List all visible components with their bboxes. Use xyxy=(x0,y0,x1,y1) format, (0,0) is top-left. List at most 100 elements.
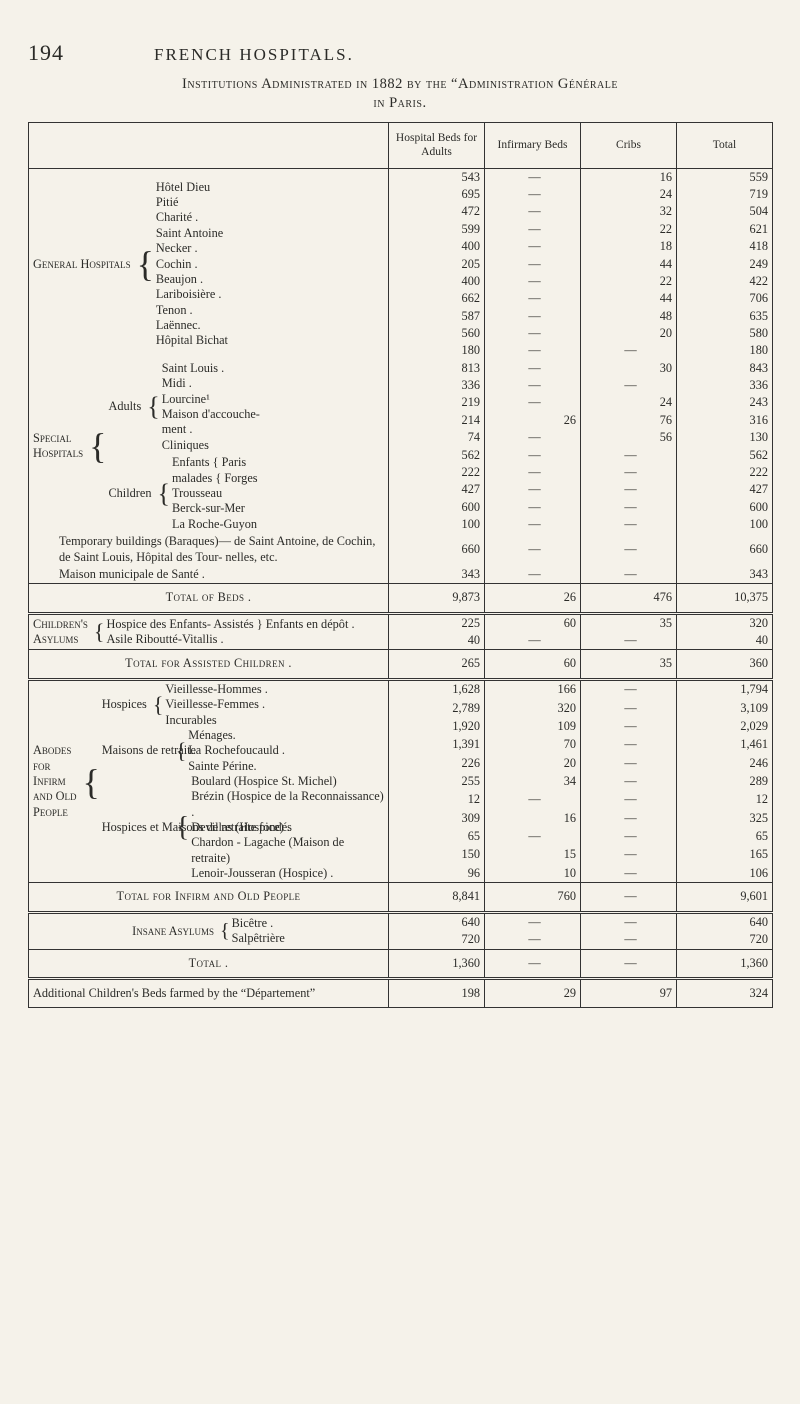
cell: — xyxy=(485,238,581,255)
cell: — xyxy=(581,566,677,584)
cell: 400 xyxy=(389,238,485,255)
cell: 662 xyxy=(389,290,485,307)
cell: 427 xyxy=(389,481,485,498)
table-header-row: Hospital Beds for Adults Infirmary Beds … xyxy=(29,123,773,169)
cell: 65 xyxy=(677,827,773,845)
cell: 427 xyxy=(677,481,773,498)
cell: 243 xyxy=(677,394,773,411)
cell: 12 xyxy=(677,791,773,809)
cell: — xyxy=(485,203,581,220)
title-line-2: in Paris. xyxy=(28,95,772,112)
cell: 289 xyxy=(677,772,773,790)
cell: — xyxy=(485,290,581,307)
cell-label: Enfants { Paris xyxy=(172,455,384,470)
cell: 1,461 xyxy=(677,736,773,754)
cell: 660 xyxy=(677,533,773,566)
cell-label: Hôpital Bichat xyxy=(156,333,384,348)
cell: 100 xyxy=(677,516,773,533)
cell-label: Tenon . xyxy=(156,303,384,318)
col-infirmary-beds: Infirmary Beds xyxy=(485,123,581,169)
cell-label: Maison municipale de Santé . xyxy=(29,566,389,584)
cell: 719 xyxy=(677,186,773,203)
cell: 32 xyxy=(581,203,677,220)
cell: 336 xyxy=(389,377,485,394)
cell: 343 xyxy=(677,566,773,584)
cell: 360 xyxy=(677,650,773,679)
cell-label: Charité . xyxy=(156,210,384,225)
cell: 1,794 xyxy=(677,679,773,699)
cell: 60 xyxy=(485,613,581,632)
cell: 180 xyxy=(389,342,485,359)
cell: 1,920 xyxy=(389,718,485,736)
cell-label: Incurables xyxy=(165,713,384,728)
cell: 34 xyxy=(485,772,581,790)
cell: 219 xyxy=(389,394,485,411)
cell: — xyxy=(485,186,581,203)
cell: — xyxy=(581,864,677,883)
cell: 1,628 xyxy=(389,679,485,699)
cell: 226 xyxy=(389,754,485,772)
cell: — xyxy=(485,516,581,533)
cell: — xyxy=(581,736,677,754)
group-special-hospitals: Special Hospitals xyxy=(33,431,87,462)
cell: 320 xyxy=(677,613,773,632)
cell: 20 xyxy=(485,754,581,772)
cell: 12 xyxy=(389,791,485,809)
cell: — xyxy=(581,632,677,650)
cell: — xyxy=(581,447,677,464)
total-old-row: Total for Infirm and Old People 8,841760… xyxy=(29,883,773,912)
cell-label: Laënnec. xyxy=(156,318,384,333)
cell: 35 xyxy=(581,650,677,679)
total-insane-row: Total . 1,360——1,360 xyxy=(29,949,773,978)
cell: — xyxy=(485,447,581,464)
cell: — xyxy=(485,273,581,290)
cell: 222 xyxy=(677,464,773,481)
cell: — xyxy=(581,699,677,717)
cell-label: Temporary buildings (Baraques)— de Saint… xyxy=(29,533,389,566)
cell: — xyxy=(485,499,581,516)
cell: 343 xyxy=(389,566,485,584)
cell: 96 xyxy=(389,864,485,883)
cell: — xyxy=(485,566,581,584)
cell-label: Midi . xyxy=(162,376,384,391)
cell: 10,375 xyxy=(677,584,773,613)
cell-label: Chardon - Lagache (Maison de retraite) xyxy=(191,835,384,866)
cell: 35 xyxy=(581,613,677,632)
cell-label: Cliniques xyxy=(162,438,384,453)
group-childrens-asylums: Children's Asylums xyxy=(33,617,92,648)
cell-label: Vieillesse-Femmes . xyxy=(165,697,384,712)
cell: 324 xyxy=(677,978,773,1007)
cell: 504 xyxy=(677,203,773,220)
cell-label: Saint Louis . xyxy=(162,361,384,376)
cell: 640 xyxy=(677,912,773,931)
cell: 24 xyxy=(581,394,677,411)
running-head: FRENCH HOSPITALS. xyxy=(154,45,354,65)
group-adults: Adults xyxy=(108,399,145,414)
cell: 44 xyxy=(581,256,677,273)
cell: 472 xyxy=(389,203,485,220)
cell: — xyxy=(581,754,677,772)
cell: — xyxy=(485,394,581,411)
cell: 1,360 xyxy=(389,949,485,978)
cell: 316 xyxy=(677,412,773,429)
cell: — xyxy=(581,883,677,912)
cell-label: Vieillesse-Hommes . xyxy=(165,682,384,697)
cell: 40 xyxy=(677,632,773,650)
cell: 205 xyxy=(389,256,485,273)
cell: 22 xyxy=(581,273,677,290)
cell: — xyxy=(581,827,677,845)
cell: 74 xyxy=(389,429,485,446)
cell-label: malades { Forges xyxy=(172,471,384,486)
cell: 587 xyxy=(389,308,485,325)
total-children-row: Total for Assisted Children . 2656035360 xyxy=(29,650,773,679)
cell: 621 xyxy=(677,221,773,238)
cell: — xyxy=(581,772,677,790)
table-row: Maison municipale de Santé . 343——343 xyxy=(29,566,773,584)
cell: 9,601 xyxy=(677,883,773,912)
cell: — xyxy=(581,718,677,736)
cell: 1,391 xyxy=(389,736,485,754)
group-hospices: Hospices xyxy=(102,697,151,712)
cell: 18 xyxy=(581,238,677,255)
cell: 24 xyxy=(581,186,677,203)
cell: 246 xyxy=(677,754,773,772)
